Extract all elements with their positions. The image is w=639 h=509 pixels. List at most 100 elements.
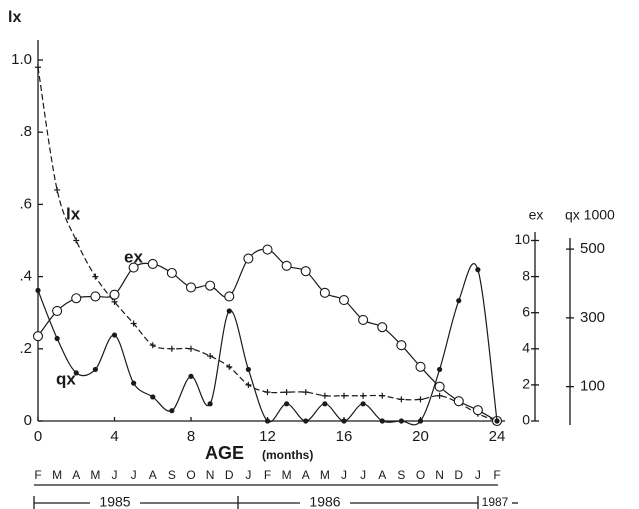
month-label: F [264, 468, 271, 482]
point [319, 287, 330, 298]
y3-tick-label: 300 [580, 309, 605, 326]
point [169, 408, 175, 414]
month-label: A [378, 468, 386, 482]
month-label: M [52, 468, 62, 482]
x-tick-label: 8 [187, 428, 195, 445]
month-label: F [34, 468, 41, 482]
point [398, 396, 405, 403]
month-label: D [225, 468, 234, 482]
point [128, 262, 139, 273]
y3-tick-label: 100 [580, 378, 605, 395]
point [243, 253, 254, 264]
point [245, 366, 251, 373]
point [417, 396, 424, 403]
point [224, 291, 235, 302]
point [111, 298, 118, 305]
series-label: lx [66, 204, 81, 223]
month-label: A [149, 468, 157, 482]
point [396, 340, 407, 351]
x-tick-label: 12 [259, 428, 276, 445]
month-label: A [72, 468, 80, 482]
month-label: J [112, 468, 118, 482]
point [456, 298, 462, 304]
x-axis-title: AGE [205, 443, 244, 463]
point [475, 267, 481, 273]
point [207, 401, 213, 407]
x-tick-label: 20 [412, 428, 429, 445]
month-label: J [475, 468, 481, 482]
point [338, 295, 350, 306]
point [472, 405, 483, 416]
point [188, 373, 194, 379]
y2-tick-label: 0 [522, 412, 530, 428]
y-axis-title: lx [8, 9, 21, 26]
y-tick-label: .8 [19, 123, 32, 140]
point [131, 380, 137, 386]
point [303, 418, 309, 424]
x-tick-label: 16 [336, 428, 353, 445]
point [150, 394, 156, 400]
y-tick-label: 0 [24, 412, 32, 429]
point [54, 335, 60, 342]
year-label: 1987 [482, 495, 509, 509]
point [109, 289, 120, 300]
month-label: S [168, 468, 176, 482]
series-line [37, 248, 498, 422]
point [147, 258, 158, 270]
year-label: 1986 [309, 494, 340, 509]
month-label: O [186, 468, 195, 482]
month-label: S [397, 468, 405, 482]
year-label: 1985 [99, 494, 130, 509]
point [71, 293, 82, 304]
point [54, 186, 61, 193]
point [434, 381, 445, 392]
month-label: D [454, 468, 463, 482]
point [281, 260, 292, 271]
point [205, 280, 216, 291]
point [453, 396, 464, 407]
point [32, 331, 44, 342]
point [377, 322, 388, 333]
point [92, 366, 98, 373]
point [417, 418, 424, 424]
point [166, 267, 177, 279]
point [73, 237, 80, 244]
y-tick-label: .4 [19, 268, 32, 285]
month-label: J [245, 468, 251, 482]
point [341, 392, 347, 399]
point [168, 345, 175, 352]
point [262, 244, 273, 255]
point [437, 366, 443, 373]
point [226, 363, 233, 370]
point [207, 353, 214, 360]
point [188, 345, 194, 352]
y-tick-label: 1.0 [11, 51, 32, 68]
month-label: N [206, 468, 215, 482]
point [283, 389, 290, 396]
point [302, 389, 309, 396]
point [358, 314, 369, 325]
y2-tick-label: 10 [514, 231, 530, 247]
point [264, 418, 271, 424]
y3-axis-title: qx 1000 [565, 207, 615, 223]
y-tick-label: .2 [19, 340, 32, 357]
point [35, 287, 41, 293]
series-line [37, 263, 498, 426]
month-label: M [90, 468, 100, 482]
month-label: N [435, 468, 444, 482]
point [149, 342, 156, 349]
x-tick-label: 4 [110, 428, 118, 445]
y-tick-label: .6 [19, 195, 32, 212]
month-label: J [360, 468, 366, 482]
point [398, 418, 404, 424]
point [130, 320, 137, 327]
point [300, 266, 311, 277]
series-line [37, 67, 498, 422]
point [436, 392, 443, 399]
point [226, 308, 232, 314]
point [284, 401, 290, 407]
point [322, 401, 328, 407]
point [494, 418, 500, 424]
x-tick-label: 24 [489, 428, 506, 445]
